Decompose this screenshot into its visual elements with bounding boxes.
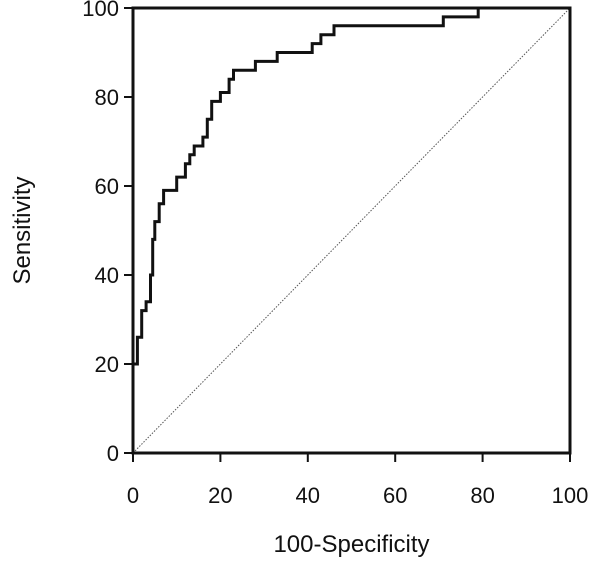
y-tick-label: 100 <box>82 0 119 21</box>
reference-diagonal-line <box>132 7 571 454</box>
reference-line-layer <box>132 7 571 454</box>
x-tick-label: 60 <box>383 483 407 508</box>
x-axis-ticks: 0 20 40 60 80 100 <box>127 453 588 508</box>
roc-curve <box>131 6 570 453</box>
y-tick-label: 40 <box>95 263 119 288</box>
x-tick-label: 80 <box>470 483 494 508</box>
y-tick-label: 20 <box>95 352 119 377</box>
x-tick-label: 100 <box>552 483 589 508</box>
y-axis-ticks: 0 20 40 60 80 100 <box>82 0 133 466</box>
x-tick-label: 0 <box>127 483 139 508</box>
x-axis-title: 100-Specificity <box>273 531 429 558</box>
y-axis-title: Sensitivity <box>9 176 36 284</box>
y-tick-label: 0 <box>107 441 119 466</box>
x-tick-label: 40 <box>296 483 320 508</box>
plot-frame <box>131 6 572 455</box>
roc-curve-layer <box>131 6 570 453</box>
y-tick-label: 80 <box>95 85 119 110</box>
y-tick-label: 60 <box>95 174 119 199</box>
x-tick-label: 20 <box>208 483 232 508</box>
